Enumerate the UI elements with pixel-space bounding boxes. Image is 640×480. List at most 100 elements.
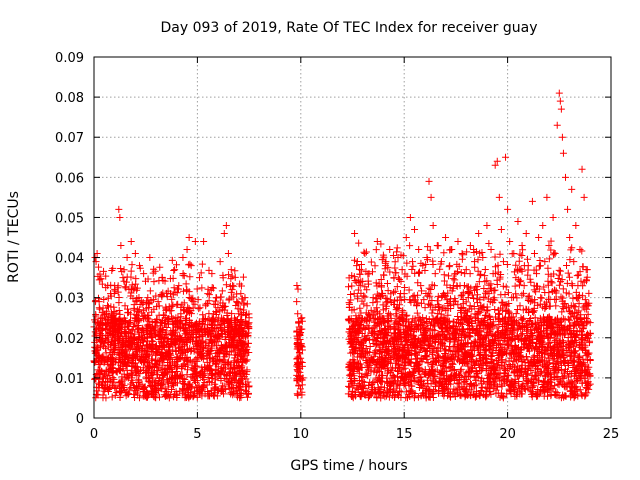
data-point <box>499 258 507 266</box>
data-point <box>182 393 190 401</box>
data-point <box>124 320 132 328</box>
data-point <box>297 325 305 333</box>
data-point <box>222 385 230 393</box>
data-point <box>361 293 369 301</box>
data-point <box>116 213 124 221</box>
data-point <box>220 229 228 237</box>
data-point <box>210 300 218 308</box>
data-point <box>128 261 136 269</box>
data-point <box>148 357 156 365</box>
data-point <box>224 250 232 258</box>
data-point <box>123 305 131 313</box>
data-point <box>483 221 491 229</box>
data-point <box>235 368 243 376</box>
data-point <box>174 333 182 341</box>
data-point <box>179 375 187 383</box>
data-point <box>181 390 189 398</box>
data-point <box>198 260 206 268</box>
data-point <box>137 338 145 346</box>
data-point <box>211 297 219 305</box>
data-point <box>229 335 236 343</box>
data-point <box>168 313 176 321</box>
data-point <box>175 355 183 363</box>
data-point <box>163 324 171 332</box>
data-point <box>475 229 483 237</box>
data-point <box>221 370 229 378</box>
data-point <box>373 238 381 246</box>
data-point <box>223 331 231 339</box>
data-point <box>91 298 99 306</box>
data-point <box>235 310 243 318</box>
data-point <box>105 325 113 333</box>
data-point <box>91 318 99 326</box>
data-points <box>90 89 594 402</box>
data-point <box>182 385 190 393</box>
data-point <box>218 358 226 366</box>
data-point <box>558 133 566 141</box>
data-point <box>182 320 190 328</box>
data-point <box>227 288 235 296</box>
data-point <box>149 296 157 304</box>
data-point <box>222 365 230 373</box>
data-point <box>294 310 302 318</box>
data-point <box>544 264 552 272</box>
data-point <box>294 336 302 344</box>
data-point <box>421 304 429 312</box>
data-point <box>576 246 584 254</box>
data-point <box>393 248 401 256</box>
data-point <box>119 341 127 349</box>
data-point <box>372 246 380 254</box>
data-point <box>185 327 193 335</box>
data-point <box>214 332 222 340</box>
data-point <box>208 355 216 363</box>
data-point <box>568 185 576 193</box>
data-point <box>225 334 233 342</box>
data-point <box>155 302 163 310</box>
data-point <box>296 385 304 393</box>
data-point <box>231 340 239 348</box>
data-point <box>222 221 230 229</box>
data-point <box>103 302 111 310</box>
data-point <box>544 277 552 285</box>
data-point <box>243 320 251 328</box>
data-point <box>169 318 177 326</box>
data-point <box>557 105 565 113</box>
data-point <box>199 331 207 339</box>
data-point <box>152 345 160 353</box>
chart-title: Day 093 of 2019, Rate Of TEC Index for r… <box>161 20 538 36</box>
data-point <box>585 289 593 297</box>
data-point <box>198 367 206 375</box>
data-point <box>451 276 459 284</box>
data-point <box>162 329 170 337</box>
data-point <box>566 234 574 241</box>
data-point <box>139 352 147 360</box>
data-point <box>231 267 239 275</box>
data-point <box>233 290 241 298</box>
data-point <box>243 356 251 364</box>
data-point <box>209 391 217 399</box>
data-point <box>148 337 156 345</box>
data-point <box>434 242 442 250</box>
data-point <box>466 270 474 278</box>
data-point <box>164 349 172 357</box>
data-point <box>186 273 194 281</box>
data-point <box>231 324 239 332</box>
data-point <box>171 372 179 380</box>
data-point <box>213 294 221 302</box>
data-point <box>220 318 228 326</box>
data-point <box>223 316 231 324</box>
data-point <box>111 391 119 399</box>
data-point <box>148 387 156 395</box>
data-point <box>237 394 245 402</box>
data-point <box>148 355 156 363</box>
data-point <box>198 349 206 357</box>
data-point <box>127 310 135 318</box>
data-point <box>215 387 223 395</box>
data-point <box>135 377 143 385</box>
data-point <box>227 275 235 283</box>
data-point <box>202 341 210 349</box>
data-point <box>144 389 152 397</box>
data-point <box>485 240 493 248</box>
data-point <box>130 306 138 314</box>
